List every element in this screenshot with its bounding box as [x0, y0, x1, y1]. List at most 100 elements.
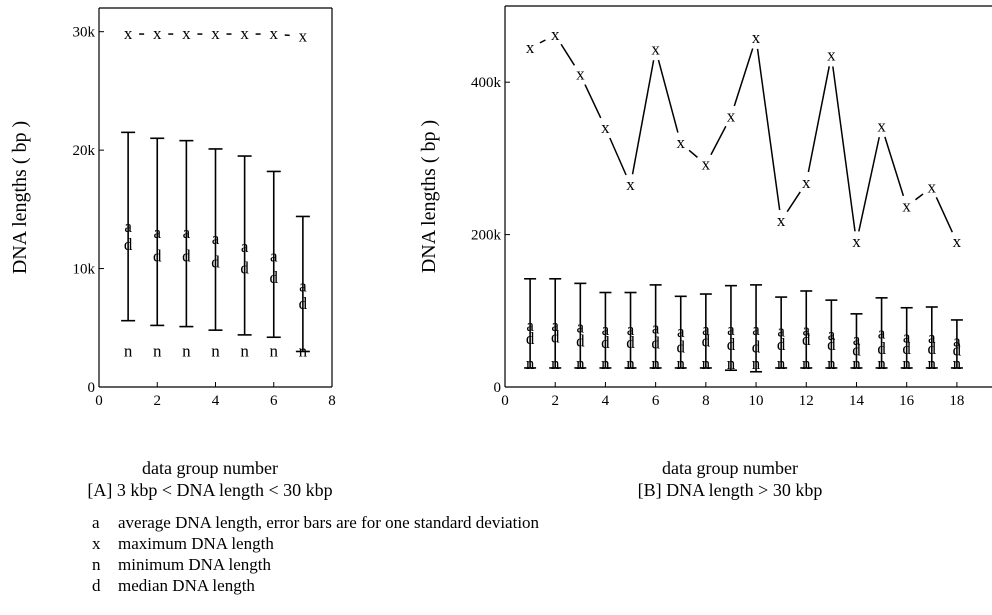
marker-a: a — [853, 330, 861, 349]
marker-a: a — [577, 318, 585, 337]
marker-x: x — [182, 24, 191, 43]
marker-a: a — [212, 229, 220, 248]
marker-n: n — [551, 354, 560, 373]
legend-item-maximum: x maximum DNA length — [92, 533, 539, 554]
marker-n: n — [576, 354, 585, 373]
marker-x: x — [702, 154, 711, 173]
marker-d: d — [211, 253, 220, 272]
marker-a: a — [777, 321, 785, 340]
marker-a: a — [627, 320, 635, 339]
y-tick-label: 400k — [471, 75, 502, 91]
marker-n: n — [877, 354, 886, 373]
x-tick-label: 6 — [652, 393, 660, 409]
marker-n: n — [211, 341, 220, 360]
y-tick-label: 20k — [73, 143, 96, 159]
y-tick-label: 30k — [73, 25, 96, 41]
panel-a-chart: 0 2 4 6 8 0 10k 20k 30k DNA lengths ( bp ) x x x x x x x… — [9, 7, 336, 409]
x-tick-label: 6 — [270, 393, 278, 409]
max-line-segment — [756, 48, 781, 211]
marker-a: a — [241, 237, 249, 256]
marker-x: x — [777, 211, 786, 230]
marker-n: n — [777, 354, 786, 373]
marker-a: a — [702, 320, 710, 339]
marker-a: a — [878, 324, 886, 343]
max-line-segment — [884, 136, 905, 197]
legend-text: average DNA length, error bars are for o… — [118, 513, 540, 532]
marker-a: a — [153, 223, 161, 242]
marker-d: d — [877, 339, 886, 358]
x-tick-label: 2 — [551, 393, 559, 409]
marker-x: x — [953, 232, 962, 251]
marker-x: x — [576, 65, 585, 84]
marker-n: n — [802, 354, 811, 373]
max-line-segment — [657, 59, 679, 133]
legend-symbol: d — [92, 576, 101, 595]
marker-x: x — [877, 116, 886, 135]
legend-item-minimum: n minimum DNA length — [92, 554, 539, 575]
marker-n: n — [153, 341, 162, 360]
marker-n: n — [182, 341, 191, 360]
marker-d: d — [270, 268, 279, 287]
marker-x: x — [299, 26, 308, 45]
marker-a: a — [828, 325, 836, 344]
x-tick-label: 2 — [154, 393, 162, 409]
marker-x: x — [270, 24, 279, 43]
marker-x: x — [676, 133, 685, 152]
marker-a: a — [652, 318, 660, 337]
marker-a: a — [903, 327, 911, 346]
max-line-segment — [807, 66, 830, 173]
marker-a: a — [299, 276, 307, 295]
marker-a: a — [752, 320, 760, 339]
panel-b-xlabel: data group number — [662, 458, 798, 478]
marker-d: d — [576, 331, 585, 350]
legend-symbol: a — [92, 513, 100, 532]
marker-a: a — [677, 322, 685, 341]
marker-d: d — [827, 335, 836, 354]
marker-d: d — [727, 335, 736, 354]
legend: a average DNA length, error bars are for… — [92, 512, 539, 596]
legend-text: minimum DNA length — [118, 555, 271, 574]
max-line-segment — [832, 66, 856, 232]
y-tick-label: 10k — [73, 262, 96, 278]
panel-a-caption: [A] 3 kbp < DNA length < 30 kbp — [87, 480, 333, 500]
marker-d: d — [928, 339, 937, 358]
marker-a: a — [124, 217, 132, 236]
marker-n: n — [928, 354, 937, 373]
marker-d: d — [802, 330, 811, 349]
marker-x: x — [802, 173, 811, 192]
max-line-segment — [710, 125, 727, 156]
marker-n: n — [626, 354, 635, 373]
marker-d: d — [702, 331, 711, 350]
marker-n: n — [752, 354, 761, 373]
marker-x: x — [852, 232, 861, 251]
max-line-segment — [914, 193, 924, 201]
x-tick-label: 4 — [602, 393, 610, 409]
marker-x: x — [240, 24, 249, 43]
marker-a: a — [727, 320, 735, 339]
marker-n: n — [651, 354, 660, 373]
marker-x: x — [526, 38, 535, 57]
marker-n: n — [124, 341, 133, 360]
y-tick-label: 200k — [471, 228, 502, 244]
marker-n: n — [852, 354, 861, 373]
marker-n: n — [270, 341, 279, 360]
marker-x: x — [211, 24, 220, 43]
marker-x: x — [153, 24, 162, 43]
marker-d: d — [651, 334, 660, 353]
marker-x: x — [827, 46, 836, 65]
y-axis-label: DNA lengths ( bp ) — [9, 121, 31, 274]
y-tick-label: 0 — [88, 380, 96, 396]
legend-text: maximum DNA length — [118, 534, 274, 553]
marker-x: x — [551, 25, 560, 44]
marker-n: n — [299, 341, 308, 360]
panel-b-chart: 0 2 4 6 8 10 12 14 16 18 0 200k 400k DNA lengths ( bp… — [418, 5, 992, 409]
legend-item-average: a average DNA length, error bars are for… — [92, 512, 539, 533]
marker-n: n — [676, 354, 685, 373]
max-line-segment — [733, 48, 754, 107]
marker-a: a — [526, 316, 534, 335]
x-tick-label: 0 — [501, 393, 509, 409]
x-tick-label: 18 — [949, 393, 964, 409]
marker-a: a — [802, 321, 810, 340]
marker-d: d — [601, 333, 610, 352]
